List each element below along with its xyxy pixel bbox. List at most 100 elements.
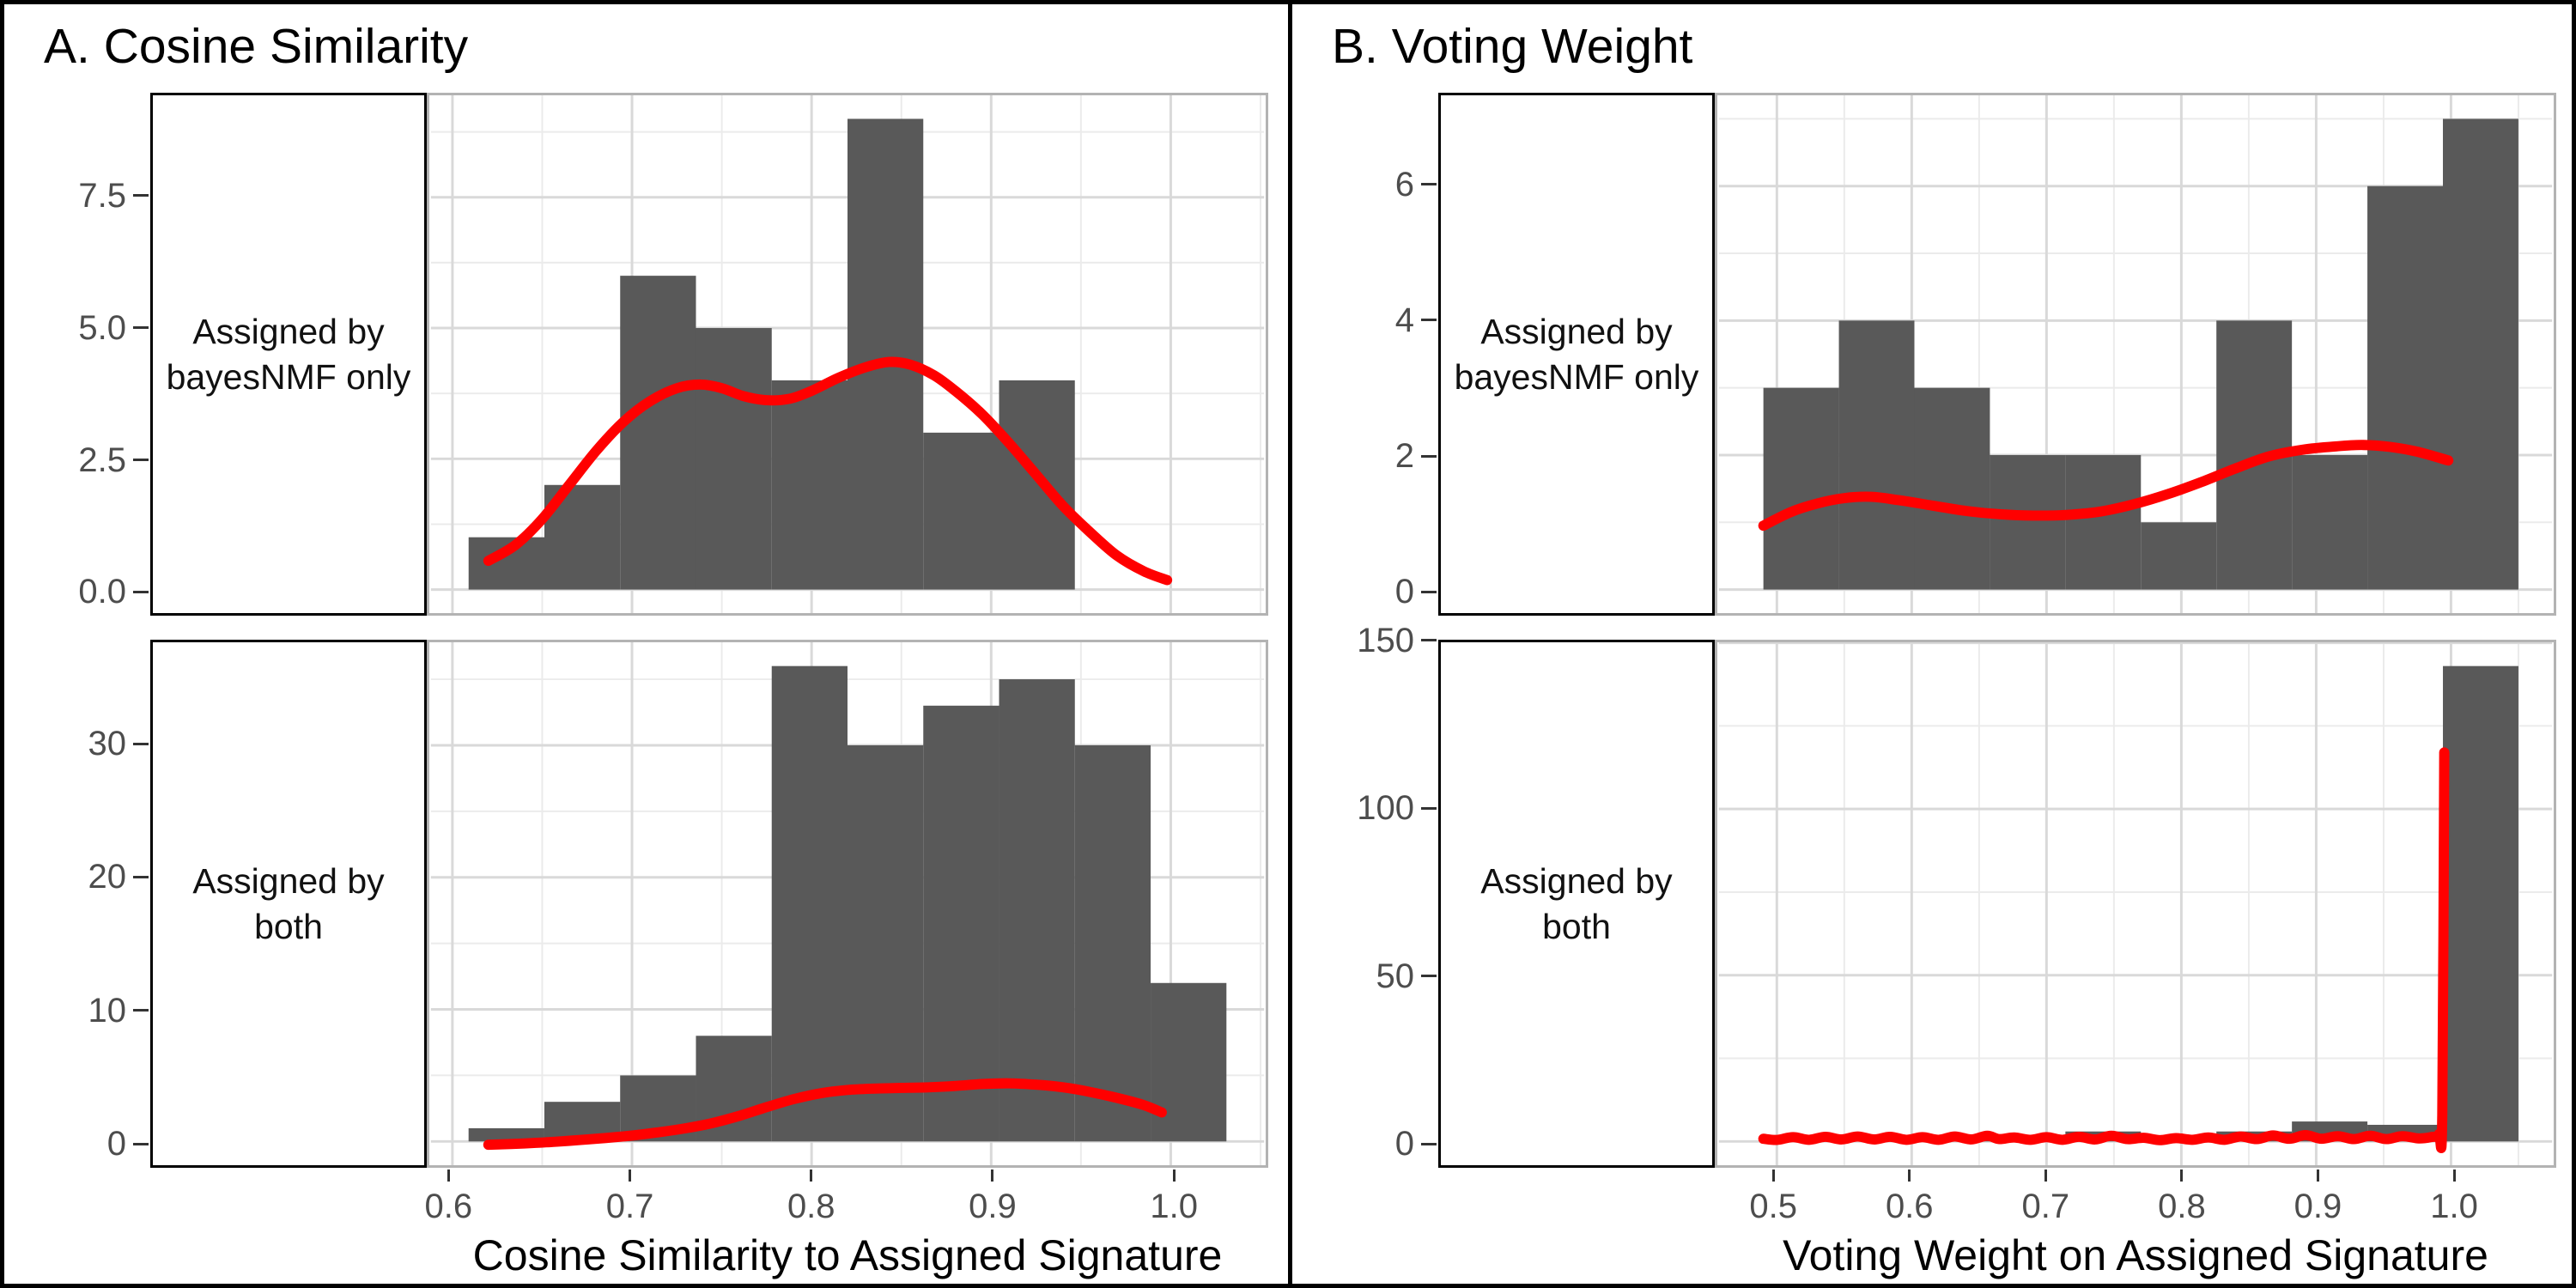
x-tick-label: 1.0: [2430, 1188, 2478, 1225]
y-tick-label: 2: [1394, 437, 1414, 476]
x-tick-label: 0.6: [1885, 1188, 1934, 1225]
x-tick-label: 0.7: [605, 1188, 654, 1225]
histogram-bar: [1838, 320, 1915, 590]
histogram-bar: [1151, 982, 1227, 1142]
x-tick-label: 0.6: [424, 1188, 473, 1225]
histogram-bar: [999, 679, 1075, 1142]
density-curve: [1758, 440, 2454, 532]
y-tick-mark: [133, 875, 149, 878]
panel-a-title: A. Cosine Similarity: [44, 19, 469, 74]
histogram-bar: [2442, 118, 2518, 590]
histogram-bar: [468, 1127, 544, 1142]
histogram-bar: [923, 705, 999, 1142]
facet-strip-label: Assigned by: [1480, 861, 1673, 902]
y-tick-label: 7.5: [78, 176, 126, 215]
y-tick-label: 0: [1394, 573, 1414, 611]
x-tick-mark: [1908, 1170, 1911, 1182]
histogram-bar: [771, 665, 848, 1142]
y-tick-mark: [1421, 1142, 1437, 1145]
x-axis-title: Cosine Similarity to Assigned Signature: [472, 1231, 1223, 1279]
x-tick-label: 0.9: [2293, 1188, 2342, 1225]
facet-strip-both: Assigned by both: [1438, 640, 1715, 1168]
histogram-bar: [696, 328, 772, 590]
facet-strip-label: both: [254, 906, 323, 946]
y-tick-label: 0: [1394, 1125, 1414, 1163]
y-tick-label: 0: [106, 1125, 126, 1163]
facet-strip-label: Assigned by: [192, 861, 385, 902]
facet-plot-b-bottom: [1715, 640, 2556, 1168]
x-tick-label: 0.5: [1749, 1188, 1797, 1225]
y-tick-mark: [133, 194, 149, 197]
density-curve: [1758, 747, 2450, 1153]
y-tick-label: 50: [1376, 957, 1415, 995]
panel-cosine-similarity: A. Cosine Similarity Assigned by bayesNM…: [4, 4, 1288, 1284]
y-tick-label: 20: [88, 858, 127, 896]
y-tick-label: 4: [1394, 301, 1414, 339]
y-tick-mark: [1421, 590, 1437, 593]
facet-strip-both: Assigned by both: [150, 640, 427, 1168]
density-curve: [483, 356, 1173, 586]
density-curve: [483, 1078, 1167, 1151]
y-tick-label: 150: [1357, 621, 1414, 659]
x-tick-mark: [447, 1170, 450, 1182]
x-tick-mark: [2316, 1170, 2319, 1182]
histogram-bar: [1763, 387, 1839, 590]
histogram-bar: [1914, 387, 1990, 590]
facet-strip-label: Assigned by: [192, 312, 385, 352]
y-tick-mark: [133, 459, 149, 462]
x-tick-mark: [2044, 1170, 2047, 1182]
histogram-bar: [2065, 454, 2142, 590]
y-tick-mark: [1421, 319, 1437, 322]
y-tick-mark: [133, 326, 149, 330]
y-tick-mark: [133, 1142, 149, 1145]
x-tick-label: 0.9: [969, 1188, 1017, 1225]
y-tick-mark: [1421, 975, 1437, 978]
x-tick-mark: [991, 1170, 994, 1182]
x-tick-label: 1.0: [1150, 1188, 1198, 1225]
x-tick-mark: [2180, 1170, 2184, 1182]
y-tick-label: 100: [1357, 789, 1414, 828]
x-tick-mark: [810, 1170, 813, 1182]
facet-plot-b-top: [1715, 93, 2556, 616]
facet-strip-label: both: [1542, 906, 1611, 946]
x-tick-label: 0.8: [787, 1188, 835, 1225]
y-tick-mark: [133, 742, 149, 745]
histogram-bar: [2141, 522, 2217, 590]
facet-strip-label: bayesNMF only: [1454, 356, 1699, 397]
panel-b-title: B. Voting Weight: [1332, 19, 1693, 74]
histogram-bar: [620, 276, 696, 590]
histogram-bar: [1990, 454, 2066, 590]
histogram-bar: [848, 118, 924, 590]
x-tick-mark: [1771, 1170, 1775, 1182]
histogram-bar: [2292, 454, 2368, 590]
x-tick-mark: [629, 1170, 632, 1182]
histogram-bar: [1074, 744, 1151, 1142]
facet-strip-label: Assigned by: [1480, 312, 1673, 352]
y-tick-label: 0.0: [78, 573, 126, 611]
x-tick-mark: [2452, 1170, 2456, 1182]
y-tick-label: 6: [1394, 165, 1414, 204]
histogram-bar: [999, 380, 1075, 590]
panel-voting-weight: B. Voting Weight Assigned by bayesNMF on…: [1288, 4, 2576, 1284]
histogram-bar: [923, 432, 999, 590]
y-tick-label: 10: [88, 991, 127, 1030]
x-axis-title: Voting Weight on Assigned Signature: [1783, 1231, 2488, 1279]
histogram-bar: [2367, 185, 2443, 590]
x-tick-label: 0.7: [2021, 1188, 2070, 1225]
facet-strip-bayesnmf-only: Assigned by bayesNMF only: [150, 93, 427, 616]
facet-strip-label: bayesNMF only: [166, 356, 411, 397]
y-tick-mark: [1421, 183, 1437, 186]
facet-strip-bayesnmf-only: Assigned by bayesNMF only: [1438, 93, 1715, 616]
y-tick-mark: [1421, 454, 1437, 458]
facet-plot-a-bottom: [427, 640, 1268, 1168]
facet-plot-a-top: [427, 93, 1268, 616]
y-tick-mark: [133, 590, 149, 593]
histogram-bar: [848, 744, 924, 1142]
y-tick-mark: [133, 1009, 149, 1012]
x-tick-label: 0.8: [2158, 1188, 2206, 1225]
histogram-bar: [2443, 665, 2518, 1142]
y-tick-label: 2.5: [78, 440, 126, 479]
x-tick-mark: [1172, 1170, 1176, 1182]
y-tick-mark: [1421, 639, 1437, 642]
